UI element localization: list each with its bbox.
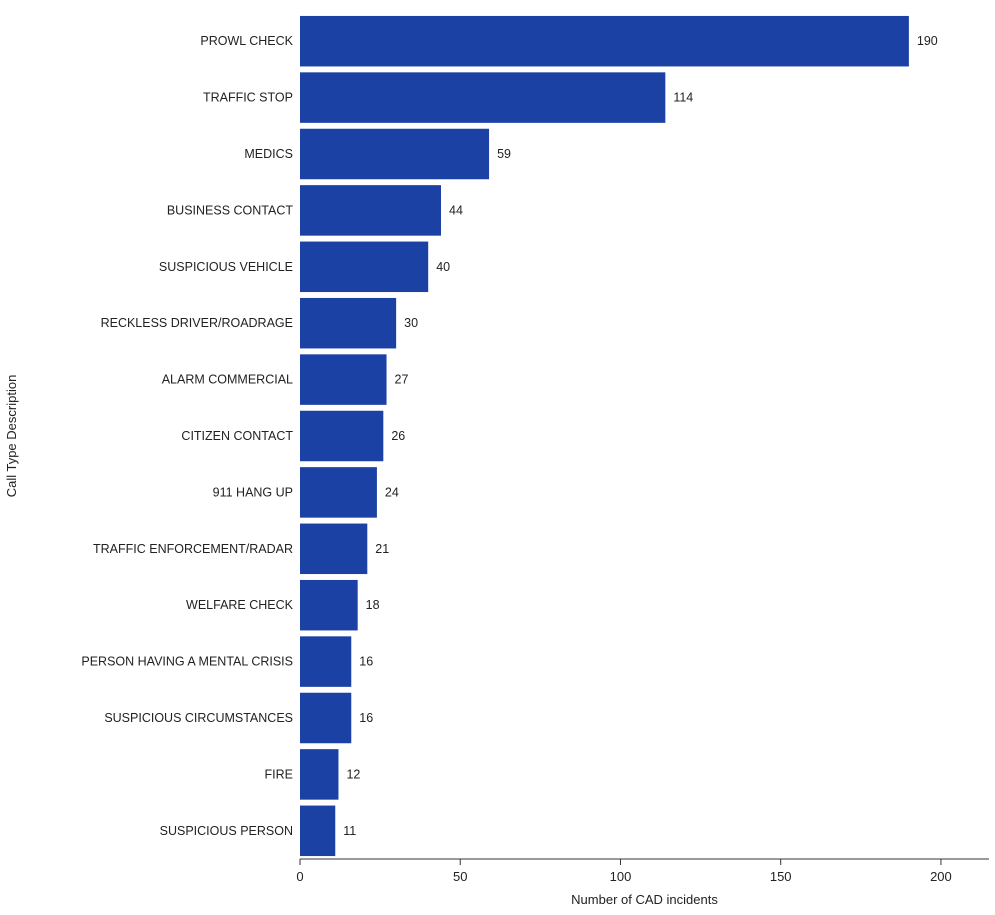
value-label: 12 — [346, 767, 360, 781]
bar — [300, 354, 387, 405]
value-label: 26 — [391, 429, 405, 443]
value-label: 27 — [395, 373, 409, 387]
category-label: FIRE — [265, 767, 293, 781]
category-label: SUSPICIOUS VEHICLE — [159, 260, 293, 274]
value-label: 190 — [917, 34, 938, 48]
bar — [300, 636, 352, 687]
category-label: SUSPICIOUS PERSON — [160, 824, 293, 838]
bar — [300, 805, 336, 857]
bar — [300, 579, 358, 631]
x-tick-label: 200 — [930, 869, 952, 884]
x-tick-label: 100 — [610, 869, 632, 884]
x-tick-label: 0 — [296, 869, 303, 884]
category-label: RECKLESS DRIVER/ROADRAGE — [101, 316, 293, 330]
category-label: 911 HANG UP — [213, 485, 293, 499]
value-label: 24 — [385, 485, 399, 499]
bar — [300, 692, 352, 744]
value-label: 44 — [449, 203, 463, 217]
value-label: 30 — [404, 316, 418, 330]
x-tick-label: 50 — [453, 869, 467, 884]
bar — [300, 410, 384, 462]
bar — [300, 467, 377, 518]
category-label: BUSINESS CONTACT — [167, 203, 294, 217]
value-label: 11 — [343, 824, 356, 838]
category-labels: PROWL CHECK TRAFFIC STOP MEDICS BUSINESS CO… — [81, 34, 293, 838]
category-label: PROWL CHECK — [200, 34, 293, 48]
bar — [300, 185, 441, 236]
bar — [300, 749, 339, 800]
category-label: SUSPICIOUS CIRCUMSTANCES — [104, 711, 293, 725]
bar — [300, 297, 397, 349]
value-labels: 190 114 59 44 40 30 27 26 24 21 18 16 16 12 11 — [343, 34, 938, 838]
category-label: MEDICS — [244, 147, 293, 161]
value-label: 59 — [497, 147, 511, 161]
x-axis-title: Number of CAD incidents — [571, 892, 718, 907]
value-label: 16 — [359, 655, 373, 669]
bars-layer — [300, 15, 909, 857]
x-axis: 0 50 100 150 200 — [296, 858, 989, 884]
x-ticks: 0 50 100 150 200 — [296, 859, 952, 884]
value-label: 114 — [673, 91, 693, 105]
bar — [300, 523, 368, 575]
category-label: TRAFFIC STOP — [203, 91, 293, 105]
category-label: PERSON HAVING A MENTAL CRISIS — [81, 655, 293, 669]
category-label: WELFARE CHECK — [186, 598, 294, 612]
bar — [300, 15, 909, 67]
bar — [300, 241, 429, 293]
value-label: 16 — [359, 711, 373, 725]
value-label: 18 — [366, 598, 380, 612]
category-label: TRAFFIC ENFORCEMENT/RADAR — [93, 542, 293, 556]
bar — [300, 128, 490, 180]
category-label: ALARM COMMERCIAL — [162, 373, 293, 387]
value-label: 40 — [436, 260, 450, 274]
x-tick-label: 150 — [770, 869, 792, 884]
y-axis-title: Call Type Description — [4, 375, 19, 498]
bar — [300, 72, 666, 123]
category-label: CITIZEN CONTACT — [181, 429, 293, 443]
value-label: 21 — [375, 542, 389, 556]
